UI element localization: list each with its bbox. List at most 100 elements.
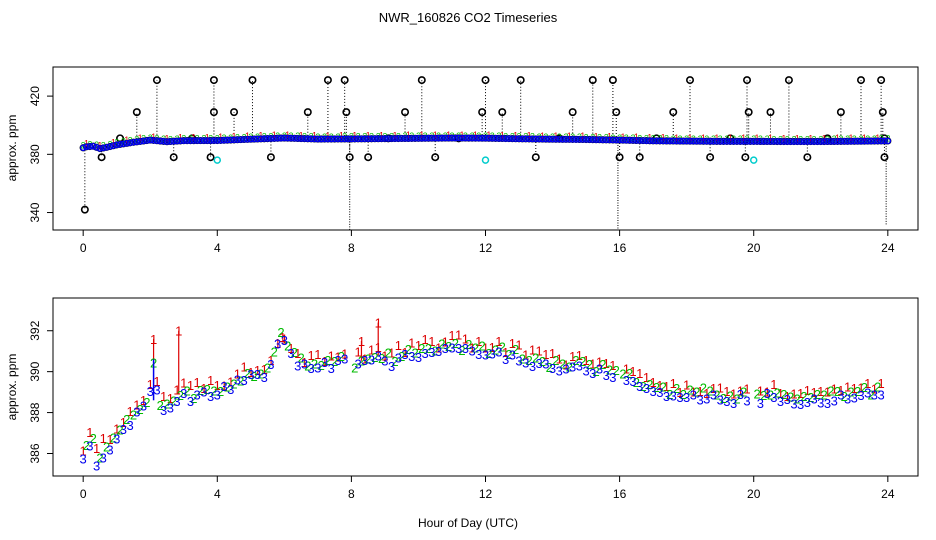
series-2-point: 2 (861, 380, 868, 395)
series-2-point: 2 (566, 359, 573, 374)
series-2-point: 2 (237, 374, 244, 389)
series-3-point: 3 (173, 394, 180, 409)
x-tick-label: 20 (747, 487, 761, 501)
series-1-point: 1 (368, 342, 375, 357)
series-3-point (86, 143, 94, 150)
series-3-point (606, 136, 613, 144)
series-3-point: 3 (294, 359, 301, 374)
series-2-point: 2 (365, 352, 372, 367)
series-1-point: 1 (569, 349, 576, 364)
series-2-point: 2 (143, 395, 150, 410)
spike-point (612, 108, 621, 117)
series-3-point: 3 (93, 458, 100, 473)
series-3-point (495, 135, 503, 142)
series-2-point: 2 (311, 357, 318, 372)
series-3-point: 3 (200, 384, 207, 399)
series-2-point: 2 (579, 354, 586, 369)
series-1-point: 1 (388, 345, 395, 360)
series-3-point (297, 135, 305, 142)
series-3-point (804, 138, 811, 145)
series-3-point (753, 138, 761, 145)
series-3-point (421, 134, 429, 142)
series-3-point (579, 136, 587, 143)
series-2-point: 2 (391, 354, 398, 369)
series-3-point (364, 135, 372, 143)
bottom-x-axis: 0 4 8 12 16 20 24 (80, 475, 895, 501)
series-3-point (623, 136, 630, 144)
series-3-point (384, 135, 392, 142)
series-3-point: 3 (529, 359, 536, 374)
series-1-point: 1 (455, 328, 462, 343)
series-3-point: 3 (160, 403, 167, 418)
series-3-point: 3 (824, 396, 831, 411)
series-3-point (740, 138, 747, 145)
spike-point (669, 108, 678, 117)
series-3-point: 3 (878, 387, 885, 402)
series-1-point: 1 (844, 380, 851, 395)
series-2-point: 2 (130, 408, 137, 423)
series-3-point (696, 137, 704, 145)
series-1-point: 1 (240, 360, 247, 375)
series-3-point (582, 136, 590, 143)
series-3-point: 3 (831, 394, 838, 409)
series-1-point: 1 (623, 362, 630, 377)
series-3-point (254, 135, 261, 143)
series-2-point: 2 (619, 367, 626, 382)
series-1-point: 1 (797, 386, 804, 401)
series-3-point (643, 137, 650, 144)
spike-point (686, 76, 695, 85)
series-3-point (807, 138, 815, 145)
series-3-point: 3 (730, 396, 737, 411)
series-3-point: 3 (267, 357, 274, 372)
series-3-point: 3 (723, 394, 730, 409)
series-3-point (224, 136, 231, 144)
series-3-point (498, 135, 506, 142)
series-3-point: 3 (710, 388, 717, 403)
spike-point (784, 76, 793, 85)
series-2-point: 2 (841, 389, 848, 404)
series-1-point: 1 (126, 404, 133, 419)
series-2-point: 2 (458, 343, 465, 358)
series-1-point: 1 (227, 374, 234, 389)
series-2-point: 2 (593, 364, 600, 379)
series-1-point: 1 (737, 384, 744, 399)
series-3-point (857, 137, 865, 145)
spike-point (248, 76, 257, 85)
series-3-point (462, 134, 469, 142)
series-1-peak: 1 (279, 330, 286, 345)
series-3-point (874, 137, 882, 145)
series-3-point (210, 137, 218, 144)
series-2-point: 2 (874, 379, 881, 394)
series-3-point (770, 138, 778, 145)
x-axis-label: Hour of Day (UTC) (418, 516, 518, 530)
spike-point (588, 76, 597, 85)
spike-point (608, 76, 617, 85)
series-3-point (475, 134, 483, 142)
series-2-point: 2 (83, 438, 90, 453)
series-3-point (616, 136, 623, 144)
series-3-point (281, 134, 288, 142)
series-3-point (757, 138, 764, 145)
series-3-point: 3 (167, 401, 174, 416)
series-3-point: 3 (851, 390, 858, 405)
series-1-point: 1 (428, 334, 435, 349)
series-3-point (602, 136, 610, 144)
series-1-point: 1 (576, 348, 583, 363)
series-3-point: 3 (368, 352, 375, 367)
series-3-point (834, 138, 841, 145)
series-3-point: 3 (220, 379, 227, 394)
series-1-point: 1 (180, 375, 187, 390)
series-3-point (720, 138, 727, 145)
series-3-point: 3 (482, 348, 489, 363)
series-3-point (203, 137, 211, 144)
spike-point (741, 153, 750, 162)
series-3-point (747, 138, 754, 145)
series-2-point: 2 (599, 357, 606, 372)
series-1-point: 1 (489, 340, 496, 355)
spike-point (878, 108, 887, 117)
series-2-point: 2 (479, 338, 486, 353)
series-2-point: 2 (512, 342, 519, 357)
series-1-point: 1 (321, 354, 328, 369)
cyan-point (213, 156, 222, 164)
